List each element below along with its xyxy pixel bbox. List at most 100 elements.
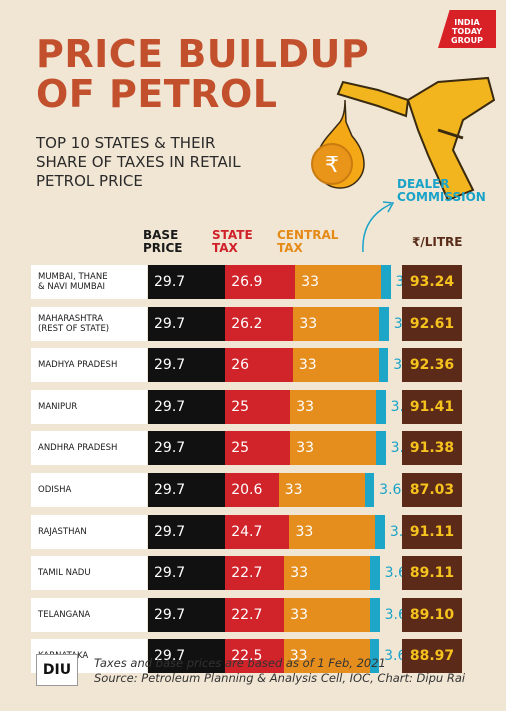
dealer-commission-bar [379,306,389,341]
total-price-cell: 88.97 [402,639,462,674]
central-tax-bar: 33 [292,348,379,383]
bar-value-label: 20.6 [231,482,263,498]
state-label: MADHYA PRADESH [38,360,118,371]
fuel-pump-icon: ₹ [311,76,496,202]
state-tax-bar: 24.7 [225,514,290,549]
bar-value-label: 26 [231,357,250,374]
bar-value-label: 29.7 [154,482,186,498]
diu-logo: DIU [36,654,78,686]
base-price-bar: 29.7 [148,597,226,632]
state-label: ODISHA [38,485,72,495]
state-label-cell: TAMIL NADU [31,556,147,591]
bar-value-label: 29.7 [154,523,186,540]
state-tax-bar: 22.7 [225,597,285,632]
bar-value-label: 33 [296,398,315,415]
footer-source: Source: Petroleum Planning & Analysis Ce… [94,671,466,685]
state-label-cell: ANDHRA PRADESH [31,431,147,466]
base-price-bar: 29.7 [148,431,226,466]
dealer-commission-bar [378,348,389,383]
central-tax-bar: 33 [283,639,370,674]
bar-value-label: 22.7 [231,606,263,623]
footer-notes: Taxes and base prices are based as of 1 … [94,656,465,686]
total-price-cell: 87.03 [402,473,462,507]
state-label-cell: MUMBAI, THANE & NAVI MUMBAI [31,265,147,299]
state-label-cell: ODISHA [31,473,147,507]
table-row: MUMBAI, THANE & NAVI MUMBAI29.726.9333.6… [31,265,464,299]
state-tax-bar: 26 [225,348,293,383]
base-price-bar: 29.7 [148,639,226,674]
dealer-commission-bar [380,265,391,299]
bar-value-label: 29.7 [154,315,186,332]
state-label-cell: MANIPUR [31,389,147,424]
header-base-price: BASE PRICE [143,228,183,255]
state-tax-bar: 26.2 [225,306,294,341]
total-price-cell: 89.10 [402,597,462,632]
table-row: ODISHA 29.7 20.6 33 3.69 87.03 [31,473,464,507]
bar-value-label: 29.7 [154,357,186,374]
state-tax-bar: 25 [225,389,291,424]
base-price-bar: 29.7 [148,514,226,549]
state-tax-bar: 22.7 [225,556,285,591]
bar-value-label: 25 [231,440,250,457]
central-tax-bar: 33 [293,306,380,341]
base-price-bar: 29.7 [148,265,226,299]
table-row: TAMIL NADU 29.7 22.7 33 3.69 89.11 [31,556,464,591]
base-price-bar: 29.7 [148,556,226,591]
state-label: MUMBAI, THANE & NAVI MUMBAI [38,272,108,292]
header-central-tax: CENTRAL TAX [277,228,339,255]
header-state-tax: STATE TAX [212,228,253,255]
dealer-commission-bar [370,556,380,591]
total-price-cell: 89.11 [402,556,462,591]
state-label-cell: TELANGANA [31,597,147,632]
dealer-commission-bar [375,514,385,549]
base-price-bar: 29.7 [148,306,226,341]
state-label: TELANGANA [38,609,91,620]
total-price-cell: 91.38 [402,431,462,466]
state-label: MANIPUR [38,401,78,412]
dealer-arrow-icon [362,201,395,253]
bar-value-label: 22.5 [231,648,263,665]
title-line-1: PRICE BUILDUP [36,32,370,76]
dealer-commission-label: DEALER COMMISSION [397,177,486,204]
bar-value-label: 33 [299,315,318,332]
dealer-commission-bar [376,431,386,466]
dealer-commission-bar [369,639,380,674]
bar-value-label: 26.9 [231,274,263,290]
bar-value-label: 33 [301,274,319,290]
bar-value-label: 33 [296,440,315,457]
total-price-cell: 93.24 [402,265,462,299]
title-line-2: OF PETROL [36,72,278,116]
header-price-per-litre: ₹/LITRE [412,235,463,249]
bar-value-label: 33 [290,565,309,582]
central-tax-bar: 33 [290,389,377,424]
state-tax-bar: 22.5 [225,639,284,674]
bar-value-label: 25 [231,398,250,415]
base-price-bar: 29.7 [148,348,226,383]
central-tax-bar: 33 [284,597,371,632]
state-tax-bar: 25 [225,431,291,466]
rupee-symbol: ₹ [325,153,339,178]
bar-value-label: 33 [284,482,303,498]
chart-subtitle: TOP 10 STATES & THEIR SHARE OF TAXES IN … [36,134,241,190]
bar-value-label: 24.7 [231,523,263,540]
state-label-cell: MADHYA PRADESH [31,348,147,383]
state-label-cell: MAHARASHTRA (REST OF STATE) [31,306,147,341]
bar-value-label: 29.7 [154,565,186,582]
bar-value-label: 33 [295,523,314,540]
total-price-cell: 91.11 [402,514,462,549]
bar-value-label: 33 [290,606,309,623]
bar-value-label: 33 [298,357,317,374]
dealer-commission-bar [376,389,386,424]
central-tax-bar: 33 [278,473,365,507]
chart-title: PRICE BUILDUP OF PETROL [36,34,369,114]
total-price-cell: 91.41 [402,389,462,424]
total-price-cell: 92.36 [402,348,462,383]
bar-value-label: 29.7 [154,274,186,290]
bar-value-label: 33 [289,648,308,665]
table-row: TELANGANA 29.7 22.7 33 3.69 89.10 [31,597,464,632]
dealer-commission-bar [364,473,375,507]
footer-note: Taxes and base prices are based as of 1 … [94,656,386,670]
